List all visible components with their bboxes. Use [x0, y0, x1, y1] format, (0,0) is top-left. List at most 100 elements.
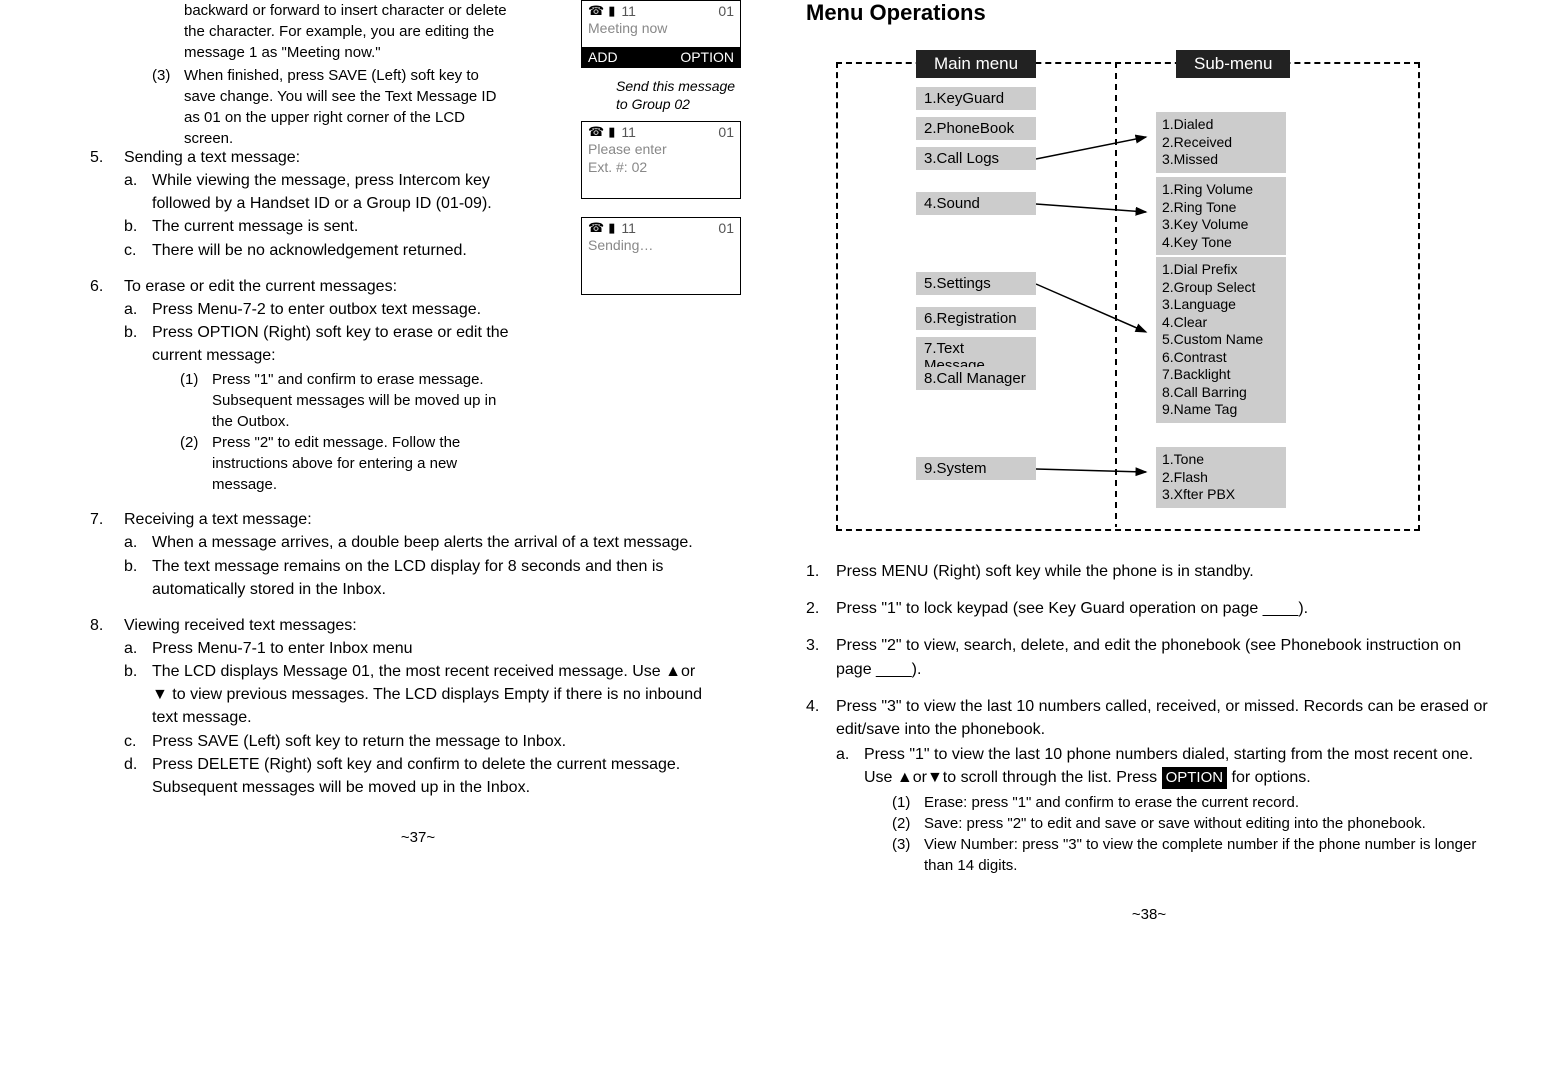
item-number: 6.	[90, 278, 124, 296]
step-subnum: (3)View Number: press "3" to view the co…	[892, 834, 1492, 876]
step-item: 1.Press MENU (Right) soft key while the …	[806, 560, 1492, 583]
phone-icon: ☎	[588, 3, 604, 19]
lcd3-time: 11	[621, 220, 636, 236]
subnum-text: View Number: press "3" to view the compl…	[924, 834, 1492, 876]
step-subnum: (1)Erase: press "1" and confirm to erase…	[892, 792, 1492, 813]
sub-letter: a.	[124, 531, 152, 554]
list-item: 7.Receiving a text message: a.When a mess…	[90, 511, 710, 601]
sub-menu-line: 4.Clear	[1162, 314, 1280, 332]
sub-item: c.There will be no acknowledgement retur…	[124, 239, 510, 262]
subnum-text: Press "1" and confirm to erase message. …	[212, 369, 510, 432]
right-steps: 1.Press MENU (Right) soft key while the …	[806, 560, 1492, 876]
subnum-label: (1)	[892, 792, 924, 813]
subnum-label: (2)	[892, 813, 924, 834]
sub-item: b.The text message remains on the LCD di…	[124, 555, 710, 601]
main-menu-item: 4.Sound	[916, 192, 1036, 215]
menu-diagram: Main menu Sub-menu 1.KeyGuard2.PhoneBook…	[806, 32, 1492, 542]
step-item: 2.Press "1" to lock keypad (see Key Guar…	[806, 597, 1492, 620]
battery-icon: ▮	[608, 124, 615, 140]
lcd-stack: ☎ ▮ 11 01 Meeting now ADD OPTION Send th…	[576, 0, 746, 295]
item-title: Viewing received text messages:	[124, 617, 710, 635]
main-menu-item: 6.Registration	[916, 307, 1036, 330]
lcd-note: Send this message to Group 02	[616, 78, 736, 113]
subnum-label: (2)	[180, 432, 212, 495]
main-menu-item: 1.KeyGuard	[916, 87, 1036, 110]
main-menu-item: 2.PhoneBook	[916, 117, 1036, 140]
step-item: 4.Press "3" to view the last 10 numbers …	[806, 695, 1492, 876]
step-text: Press MENU (Right) soft key while the ph…	[836, 560, 1492, 583]
item-number: 5.	[90, 149, 124, 167]
sub-menu-line: 6.Contrast	[1162, 349, 1280, 367]
sub-item: b.The current message is sent.	[124, 215, 510, 238]
item-title: To erase or edit the current messages:	[124, 278, 510, 296]
page-38: Menu Operations Main menu Sub-menu 1.Key…	[776, 0, 1552, 943]
item-number: 8.	[90, 617, 124, 635]
step-sub: a.Press "1" to view the last 10 phone nu…	[836, 743, 1492, 875]
sub-menu-block: 1.Ring Volume2.Ring Tone3.Key Volume4.Ke…	[1156, 177, 1286, 255]
sub-menu-block: 1.Dialed2.Received3.Missed	[1156, 112, 1286, 173]
main-menu-item: 8.Call Manager	[916, 367, 1036, 390]
step-text: Press "2" to view, search, delete, and e…	[836, 634, 1492, 680]
sub-menu-line: 5.Custom Name	[1162, 331, 1280, 349]
sub-item: c.Press SAVE (Left) soft key to return t…	[124, 730, 710, 753]
sub-menu-label: Sub-menu	[1176, 50, 1290, 78]
intro-step3: When finished, press SAVE (Left) soft ke…	[184, 65, 510, 149]
sub-letter: a.	[124, 169, 152, 215]
page-number-right: ~38~	[806, 906, 1492, 923]
intro-continuation: backward or forward to insert character …	[184, 0, 510, 63]
phone-icon: ☎	[588, 220, 604, 236]
subnum-text: Press "2" to edit message. Follow the in…	[212, 432, 510, 495]
step-number: 3.	[806, 634, 836, 680]
sub-menu-line: 1.Dial Prefix	[1162, 261, 1280, 279]
item-title: Sending a text message:	[124, 149, 510, 167]
item-title: Receiving a text message:	[124, 511, 710, 529]
list-item: 5.Sending a text message:a.While viewing…	[90, 149, 510, 262]
lcd1-softkey-left: ADD	[588, 49, 618, 65]
sub-letter: a.	[836, 743, 864, 875]
subnum-label: (1)	[180, 369, 212, 432]
sub-item: a.Press Menu-7-1 to enter Inbox menu	[124, 637, 710, 660]
step-number: 2.	[806, 597, 836, 620]
sub-letter: b.	[124, 555, 152, 601]
sub-letter: b.	[124, 321, 152, 495]
sub-menu-line: 2.Received	[1162, 134, 1280, 152]
sub-letter: a.	[124, 298, 152, 321]
sub-menu-line: 2.Group Select	[1162, 279, 1280, 297]
step-number: 4.	[806, 695, 836, 741]
option-pill: OPTION	[1162, 767, 1228, 789]
sub-menu-line: 3.Language	[1162, 296, 1280, 314]
lcd1-softkey-right: OPTION	[680, 49, 734, 65]
lcd3-body: Sending…	[582, 236, 740, 264]
sub-menu-line: 9.Name Tag	[1162, 401, 1280, 419]
lcd2-body: Please enter Ext. #: 02	[582, 140, 740, 182]
lcd2-id: 01	[718, 124, 734, 140]
sub-menu-line: 2.Ring Tone	[1162, 199, 1280, 217]
lcd-screen-2: ☎ ▮ 11 01 Please enter Ext. #: 02	[581, 121, 741, 199]
arrows-svg	[806, 32, 1446, 532]
lcd-screen-3: ☎ ▮ 11 01 Sending…	[581, 217, 741, 295]
sub-item: a.When a message arrives, a double beep …	[124, 531, 710, 554]
step-text: Press "1" to lock keypad (see Key Guard …	[836, 597, 1492, 620]
lcd-screen-1: ☎ ▮ 11 01 Meeting now ADD OPTION	[581, 0, 741, 68]
item-number: 7.	[90, 511, 124, 529]
lcd2-line2: Ext. #: 02	[588, 158, 734, 176]
battery-icon: ▮	[608, 3, 615, 19]
main-menu-item: 3.Call Logs	[916, 147, 1036, 170]
step-subnum: (2)Save: press "2" to edit and save or s…	[892, 813, 1492, 834]
sub-menu-line: 3.Missed	[1162, 151, 1280, 169]
sub-letter: a.	[124, 637, 152, 660]
sub-item: a.Press Menu-7-2 to enter outbox text me…	[124, 298, 510, 321]
page-number-left: ~37~	[90, 829, 746, 846]
intro-num: (3)	[152, 65, 184, 149]
section-title: Menu Operations	[806, 0, 1492, 26]
lcd2-line1: Please enter	[588, 140, 734, 158]
sub-menu-line: 1.Ring Volume	[1162, 181, 1280, 199]
lcd1-time: 11	[621, 3, 636, 19]
subnum-label: (3)	[892, 834, 924, 876]
sub-menu-line: 2.Flash	[1162, 469, 1280, 487]
page-37: ☎ ▮ 11 01 Meeting now ADD OPTION Send th…	[0, 0, 776, 943]
list-item: 8.Viewing received text messages: a.Press…	[90, 617, 710, 799]
sub-letter: b.	[124, 660, 152, 730]
phone-icon: ☎	[588, 124, 604, 140]
sub-menu-line: 7.Backlight	[1162, 366, 1280, 384]
